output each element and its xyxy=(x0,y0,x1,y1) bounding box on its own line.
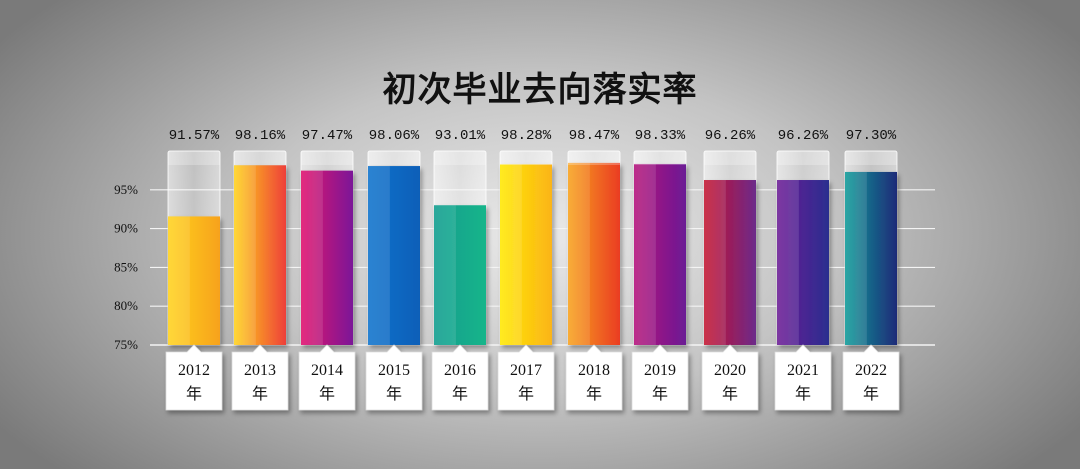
category-year: 2016 xyxy=(444,362,476,379)
y-tick-label: 90% xyxy=(114,221,138,236)
bar xyxy=(368,166,420,345)
y-tick-label: 95% xyxy=(114,182,138,197)
bar-highlight xyxy=(234,165,256,345)
category-box-shape xyxy=(231,344,289,411)
bar-cap xyxy=(368,151,420,165)
bar-cap xyxy=(500,151,552,165)
y-tick-label: 75% xyxy=(114,337,138,352)
bar-highlight xyxy=(368,166,390,345)
value-label: 98.06% xyxy=(369,128,420,144)
bar-cap xyxy=(568,151,620,165)
category-suffix: 年 xyxy=(252,385,268,403)
category-box-shape xyxy=(842,344,900,411)
category-label-box: 2014 年 xyxy=(298,344,356,411)
category-year: 2018 xyxy=(578,362,610,379)
y-tick-label: 85% xyxy=(114,259,138,274)
y-tick-label: 80% xyxy=(114,298,138,313)
category-year: 2017 xyxy=(510,362,542,379)
value-label: 98.47% xyxy=(569,128,620,144)
value-label: 98.33% xyxy=(635,128,686,144)
category-suffix: 年 xyxy=(452,385,468,403)
value-label: 98.28% xyxy=(501,128,552,144)
bar-highlight xyxy=(704,180,726,345)
bar-highlight xyxy=(500,164,522,345)
category-box-shape xyxy=(431,344,489,411)
bar xyxy=(434,205,486,345)
category-year: 2012 xyxy=(178,362,210,379)
category-suffix: 年 xyxy=(652,385,668,403)
bar xyxy=(704,180,756,345)
category-suffix: 年 xyxy=(319,385,335,403)
category-suffix: 年 xyxy=(722,385,738,403)
bar xyxy=(500,164,552,345)
category-year: 2020 xyxy=(714,362,746,379)
bar-highlight xyxy=(845,171,867,345)
bar-highlight xyxy=(568,162,590,345)
bar-highlight xyxy=(434,205,456,345)
category-label-box: 2016 年 xyxy=(431,344,489,411)
category-box-shape xyxy=(701,344,759,411)
bar xyxy=(777,180,829,345)
chart-title: 初次毕业去向落实率 xyxy=(382,70,698,110)
category-year: 2019 xyxy=(644,362,676,379)
category-year: 2013 xyxy=(244,362,276,379)
category-suffix: 年 xyxy=(863,385,879,403)
category-label-box: 2015 年 xyxy=(365,344,423,411)
category-box-shape xyxy=(365,344,423,411)
category-box-shape xyxy=(631,344,689,411)
category-label-box: 2020 年 xyxy=(701,344,759,411)
value-label: 97.30% xyxy=(846,128,897,144)
category-box-shape xyxy=(298,344,356,411)
value-label: 93.01% xyxy=(435,128,486,144)
category-suffix: 年 xyxy=(586,385,602,403)
bar-highlight xyxy=(634,163,656,345)
value-label: 97.47% xyxy=(302,128,353,144)
bar-cap xyxy=(634,151,686,165)
bar xyxy=(168,216,220,345)
category-suffix: 年 xyxy=(795,385,811,403)
bar-highlight xyxy=(777,180,799,345)
bar xyxy=(845,171,897,345)
category-label-box: 2018 年 xyxy=(565,344,623,411)
bar xyxy=(301,170,353,345)
category-box-shape xyxy=(497,344,555,411)
category-box-shape xyxy=(165,344,223,411)
category-suffix: 年 xyxy=(518,385,534,403)
bar-cap xyxy=(434,151,486,165)
category-label-box: 2013 年 xyxy=(231,344,289,411)
bar-cap xyxy=(234,151,286,165)
category-year: 2021 xyxy=(787,362,819,379)
bar-cap xyxy=(168,151,220,165)
category-year: 2015 xyxy=(378,362,410,379)
category-label-box: 2022 年 xyxy=(842,344,900,411)
bar xyxy=(234,165,286,345)
bar-cap xyxy=(777,151,829,165)
category-year: 2014 xyxy=(311,362,343,379)
value-label: 98.16% xyxy=(235,128,286,144)
bar xyxy=(634,163,686,345)
category-label-box: 2021 年 xyxy=(774,344,832,411)
category-year: 2022 xyxy=(855,362,887,379)
category-suffix: 年 xyxy=(386,385,402,403)
category-label-box: 2019 年 xyxy=(631,344,689,411)
value-label: 96.26% xyxy=(705,128,756,144)
bar-cap xyxy=(845,151,897,165)
bar-highlight xyxy=(301,170,323,345)
category-box-shape xyxy=(774,344,832,411)
bar-highlight xyxy=(168,216,190,345)
bar-cap xyxy=(704,151,756,165)
bar xyxy=(568,162,620,345)
category-box-shape xyxy=(565,344,623,411)
bar-cap xyxy=(301,151,353,165)
category-label-box: 2017 年 xyxy=(497,344,555,411)
value-label: 96.26% xyxy=(778,128,829,144)
category-suffix: 年 xyxy=(186,385,202,403)
value-label: 91.57% xyxy=(169,128,220,144)
category-label-box: 2012 年 xyxy=(165,344,223,411)
